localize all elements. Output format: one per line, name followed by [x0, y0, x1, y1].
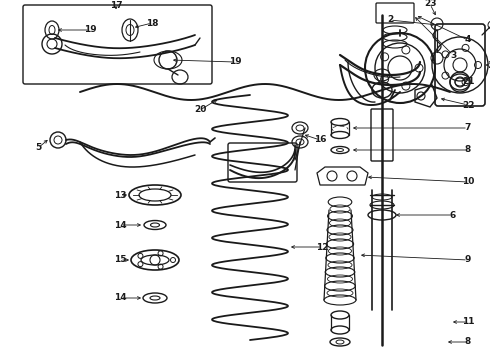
Text: 14: 14: [114, 293, 126, 302]
Text: 14: 14: [114, 220, 126, 230]
Text: 19: 19: [229, 58, 241, 67]
Text: 10: 10: [462, 177, 474, 186]
Text: 9: 9: [465, 256, 471, 265]
Text: 3: 3: [450, 50, 456, 59]
Text: 23: 23: [424, 0, 436, 9]
Text: 1: 1: [487, 60, 490, 69]
Text: 2: 2: [387, 15, 393, 24]
Text: 8: 8: [465, 338, 471, 346]
Text: 7: 7: [465, 123, 471, 132]
Text: 17: 17: [110, 0, 122, 9]
Text: 5: 5: [35, 144, 41, 153]
Text: 16: 16: [314, 135, 326, 144]
Text: 11: 11: [462, 318, 474, 327]
Text: 12: 12: [316, 243, 328, 252]
Text: 4: 4: [465, 36, 471, 45]
Text: 13: 13: [114, 190, 126, 199]
FancyBboxPatch shape: [23, 5, 212, 84]
Text: 6: 6: [450, 211, 456, 220]
Text: 21: 21: [462, 77, 474, 86]
Text: 18: 18: [146, 18, 158, 27]
Text: 15: 15: [114, 256, 126, 265]
Text: 22: 22: [462, 100, 474, 109]
Text: 19: 19: [84, 26, 97, 35]
Text: 8: 8: [465, 145, 471, 154]
Text: 20: 20: [194, 105, 206, 114]
